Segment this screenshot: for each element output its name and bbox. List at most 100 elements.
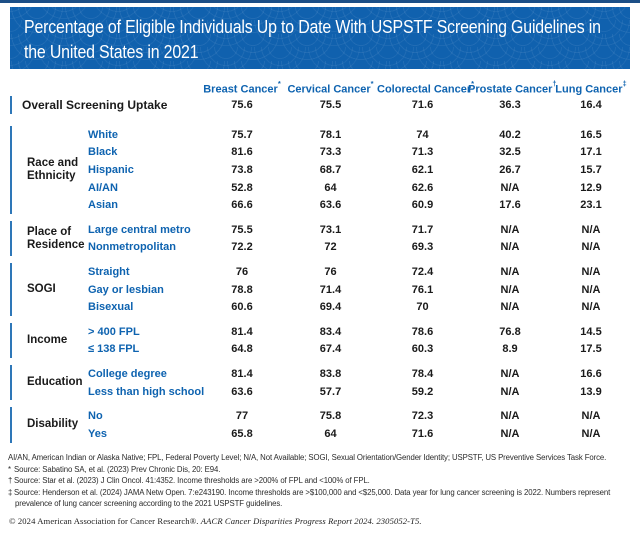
value-cell: 67.4 [319, 343, 342, 356]
footnote-marker: * [8, 464, 11, 474]
column-header-label: Cervical Cancer [287, 83, 371, 96]
value-cell: 83.8 [319, 367, 342, 380]
group-rows: Large central metro 75.5 73.1 71.7 N/A N/A Non… [86, 221, 630, 256]
value-cell: 72.3 [411, 410, 434, 423]
table-row: Large central metro 75.5 73.1 71.7 N/A N/A [86, 221, 630, 239]
value-cell: 64.8 [231, 343, 253, 356]
screening-table: Breast Cancer* Cervical Cancer* Colorect… [10, 79, 630, 450]
group-label: Education [27, 376, 83, 389]
figure-title-line-2: the United States in 2021 [24, 41, 199, 62]
footnote-marker: † [8, 476, 13, 486]
table-row: AI/AN 52.8 64 62.6 N/A 12.9 [86, 179, 630, 197]
value-cell: 13.9 [580, 385, 602, 398]
column-header-label: Breast Cancer [203, 83, 278, 96]
value-cell: N/A [500, 265, 520, 278]
group-section-race-and-ethnicity: Race and Ethnicity White 75.7 78.1 74 40.2 16.… [10, 126, 630, 214]
value-cell: 14.5 [580, 325, 602, 338]
value-cell: 75.5 [319, 99, 342, 111]
figure-title: Percentage of Eligible Individuals Up to… [10, 7, 630, 64]
row-label: Nonmetropolitan [88, 241, 176, 254]
group-section-disability: Disability No 77 75.8 72.3 N/A N/A Yes 65.8 64 71.… [10, 407, 630, 443]
column-header-lung-cancer: Lung Cancer‡ [552, 79, 630, 96]
footnote-marker: * [370, 79, 374, 88]
value-cell: 69.3 [411, 241, 434, 254]
value-cell: 78.4 [411, 367, 434, 380]
row-label: No [88, 410, 103, 423]
value-cell: N/A [500, 241, 520, 254]
source-note-3: ‡ Source: Henderson et al. (2024) JAMA Ne… [8, 487, 634, 510]
value-cell: 71.4 [319, 283, 342, 296]
value-cell: N/A [581, 223, 601, 236]
value-cell: 77 [235, 410, 249, 423]
row-label: Less than high school [88, 385, 205, 398]
copyright-line: © 2024 American Association for Cancer R… [9, 516, 422, 526]
value-cell: 74 [416, 128, 429, 141]
value-cell: 63.6 [231, 385, 253, 398]
value-cell: N/A [500, 410, 520, 423]
value-cell: 72 [324, 241, 337, 254]
source-note-text: Source: Sabatino SA, et al. (2023) Prev … [14, 464, 221, 474]
value-cell: 66.6 [231, 199, 253, 212]
value-cell: N/A [500, 301, 520, 314]
value-cell: 71.6 [411, 427, 434, 440]
value-cell: 72.2 [231, 241, 253, 254]
table-row: Straight 76 76 72.4 N/A N/A [86, 263, 630, 281]
column-header-label: Prostate Cancer [468, 83, 553, 96]
value-cell: 60.9 [411, 199, 434, 212]
value-cell: 36.3 [499, 99, 521, 111]
group-label: Income [27, 334, 68, 347]
group-rows: No 77 75.8 72.3 N/A N/A Yes 65.8 64 71.6 N/A N/A [86, 407, 630, 442]
table-row: Bisexual 60.6 69.4 70 N/A N/A [86, 298, 630, 316]
column-header-breast-cancer: Breast Cancer* [200, 79, 284, 96]
value-cell: 15.7 [580, 163, 602, 176]
value-cell: 81.4 [231, 367, 253, 380]
value-cell: 76 [324, 265, 337, 278]
row-label: ≤ 138 FPL [88, 343, 140, 356]
table-groups: Race and Ethnicity White 75.7 78.1 74 40.2 16.… [10, 126, 630, 443]
overall-row-label: Overall Screening Uptake [22, 98, 168, 112]
value-cell: 72.4 [411, 265, 434, 278]
group-label: SOGI [27, 283, 56, 296]
value-cell: 78.6 [411, 325, 434, 338]
row-label: Straight [88, 265, 130, 278]
value-cell: 75.5 [231, 223, 253, 236]
value-cell: 83.4 [319, 325, 342, 338]
value-cell: 17.1 [580, 146, 602, 159]
value-cell: 76.8 [499, 325, 521, 338]
table-row: Less than high school 63.6 57.7 59.2 N/A 13.9 [86, 383, 630, 401]
table-row: Asian 66.6 63.6 60.9 17.6 23.1 [86, 196, 630, 214]
value-cell: 71.7 [411, 223, 434, 236]
row-label: Hispanic [88, 163, 134, 176]
table-row: White 75.7 78.1 74 40.2 16.5 [86, 126, 630, 144]
value-cell: 78.1 [319, 128, 342, 141]
value-cell: 52.8 [231, 181, 253, 194]
report-citation: AACR Cancer Disparities Progress Report … [200, 516, 422, 526]
value-cell: N/A [500, 427, 520, 440]
value-cell: 17.5 [580, 343, 602, 356]
group-section-sogi: SOGI Straight 76 76 72.4 N/A N/A Gay or lesbian… [10, 263, 630, 316]
table-header-row: Breast Cancer* Cervical Cancer* Colorect… [10, 79, 630, 96]
abbreviations-note: AI/AN, American Indian or Alaska Native;… [8, 453, 607, 462]
footnote-marker: ‡ [8, 487, 13, 497]
value-cell: N/A [500, 367, 520, 380]
group-rows: White 75.7 78.1 74 40.2 16.5 Black 81.6 73.3 71.3… [86, 126, 630, 214]
value-cell: 8.9 [502, 343, 518, 356]
value-cell: N/A [581, 265, 601, 278]
value-cell: 78.8 [231, 283, 253, 296]
value-cell: 81.4 [231, 325, 253, 338]
group-section-place-of-residence: Place of Residence Large central metro 75.… [10, 220, 630, 257]
figure-title-line-1: Percentage of Eligible Individuals Up to… [24, 16, 601, 37]
footnote-marker: † [552, 79, 557, 88]
group-section-income: Income > 400 FPL 81.4 83.4 78.6 76.8 14.5 ≤ 138… [10, 322, 630, 359]
row-label: Gay or lesbian [88, 283, 164, 296]
overall-screening-row: Overall Screening Uptake 75.6 75.5 71.6 … [10, 96, 630, 114]
table-row: > 400 FPL 81.4 83.4 78.6 76.8 14.5 [86, 323, 630, 341]
value-cell: 12.9 [580, 181, 602, 194]
source-note-text: Source: Star et al. (2023) J Clin Oncol.… [14, 476, 370, 486]
group-label: Place of Residence [27, 225, 85, 251]
value-cell: N/A [500, 181, 520, 194]
value-cell: 26.7 [499, 163, 521, 176]
table-row: Gay or lesbian 78.8 71.4 76.1 N/A N/A [86, 281, 630, 299]
footnote-marker: ‡ [622, 79, 627, 88]
